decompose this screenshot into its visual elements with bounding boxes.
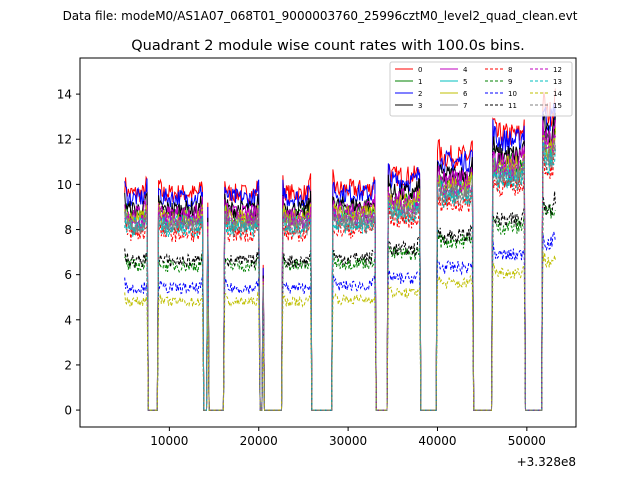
- y-tick-label: 14: [57, 88, 72, 102]
- legend-label: 8: [508, 66, 512, 74]
- y-tick-label: 12: [57, 133, 72, 147]
- y-tick-label: 4: [64, 313, 72, 327]
- legend-label: 13: [553, 78, 562, 86]
- series-line-10: [124, 231, 556, 411]
- x-tick-label: 40000: [418, 434, 456, 448]
- legend-label: 2: [418, 90, 422, 98]
- y-tick-label: 10: [57, 178, 72, 192]
- y-axis: 0 2 4 6 8 10 12 14: [57, 88, 80, 418]
- x-offset-label: +3.328e8: [517, 455, 576, 469]
- suptitle: Data file: modeM0/AS1A07_068T01_90000037…: [63, 9, 578, 23]
- x-axis: 10000 20000 30000 40000 50000: [150, 427, 546, 448]
- legend-label: 12: [553, 66, 562, 74]
- legend-label: 4: [463, 66, 468, 74]
- series-line-13: [124, 140, 556, 411]
- legend-label: 3: [418, 102, 422, 110]
- legend-label: 7: [463, 102, 467, 110]
- y-tick-label: 6: [64, 268, 72, 282]
- series-line-15: [124, 140, 556, 411]
- series-line-11: [124, 191, 556, 411]
- x-tick-label: 50000: [508, 434, 546, 448]
- x-tick-label: 10000: [150, 434, 188, 448]
- y-tick-label: 8: [64, 223, 72, 237]
- legend-label: 0: [418, 66, 422, 74]
- legend-label: 15: [553, 102, 562, 110]
- series-line-9: [124, 201, 556, 411]
- legend-label: 10: [508, 90, 517, 98]
- legend-label: 11: [508, 102, 517, 110]
- legend-label: 5: [463, 78, 467, 86]
- axes-frame: [79, 57, 577, 428]
- series-line-14: [124, 251, 556, 411]
- legend-box: [389, 61, 573, 117]
- y-tick-label: 2: [64, 358, 72, 372]
- series-lines: [124, 88, 556, 411]
- x-tick-label: 20000: [240, 434, 278, 448]
- chart-title: Quadrant 2 module wise count rates with …: [131, 38, 525, 54]
- y-tick-label: 0: [64, 404, 72, 418]
- legend-label: 9: [508, 78, 512, 86]
- legend-label: 1: [418, 78, 422, 86]
- x-tick-label: 30000: [329, 434, 367, 448]
- legend-label: 14: [553, 90, 562, 98]
- legend-label: 6: [463, 90, 468, 98]
